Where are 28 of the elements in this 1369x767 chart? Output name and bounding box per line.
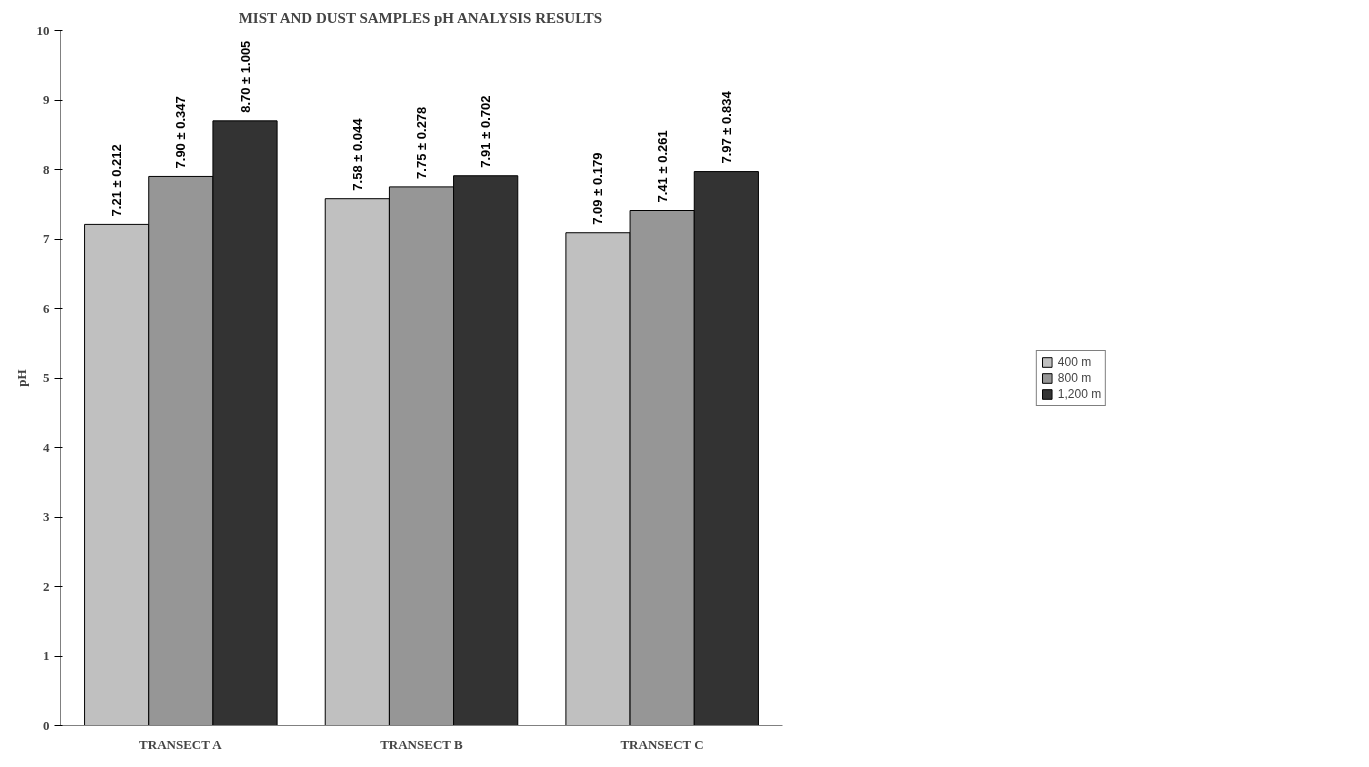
y-axis-title: pH: [13, 369, 29, 387]
chart-title: MIST AND DUST SAMPLES pH ANALYSIS RESULTS: [238, 9, 603, 26]
legend-label: 1,200 m: [1057, 386, 1102, 401]
y-tick-label: 6: [43, 300, 50, 316]
legend-label: 400 m: [1057, 354, 1092, 369]
data-label: 7.91 ± 0.702: [478, 95, 494, 168]
legend-label: 800 m: [1057, 370, 1092, 385]
data-label: 7.75 ± 0.278: [414, 106, 429, 179]
y-tick-label: 10: [36, 22, 50, 38]
x-tick-label: TRANSECT C: [620, 736, 704, 752]
data-label: 7.41 ± 0.261: [654, 130, 670, 203]
y-tick-label: 3: [43, 509, 50, 524]
data-label: 7.58 ± 0.044: [349, 117, 365, 191]
y-tick-label: 9: [43, 92, 50, 107]
x-tick-label: TRANSECT A: [139, 736, 223, 752]
data-label: 7.09 ± 0.179: [590, 152, 606, 225]
y-tick-label: 8: [43, 161, 50, 177]
y-tick-label: 0: [43, 717, 50, 733]
y-tick-label: 4: [43, 439, 50, 455]
data-label: 7.90 ± 0.347: [173, 96, 189, 169]
y-tick-label: 2: [43, 578, 50, 594]
y-tick-label: 1: [43, 648, 50, 663]
x-tick-label: TRANSECT B: [380, 736, 463, 752]
data-label: 7.97 ± 0.834: [718, 90, 734, 164]
data-label: 8.70 ± 1.005: [237, 40, 253, 113]
y-tick-label: 5: [43, 370, 50, 385]
data-label: 7.21 ± 0.212: [109, 144, 125, 217]
y-tick-label: 7: [43, 231, 50, 246]
